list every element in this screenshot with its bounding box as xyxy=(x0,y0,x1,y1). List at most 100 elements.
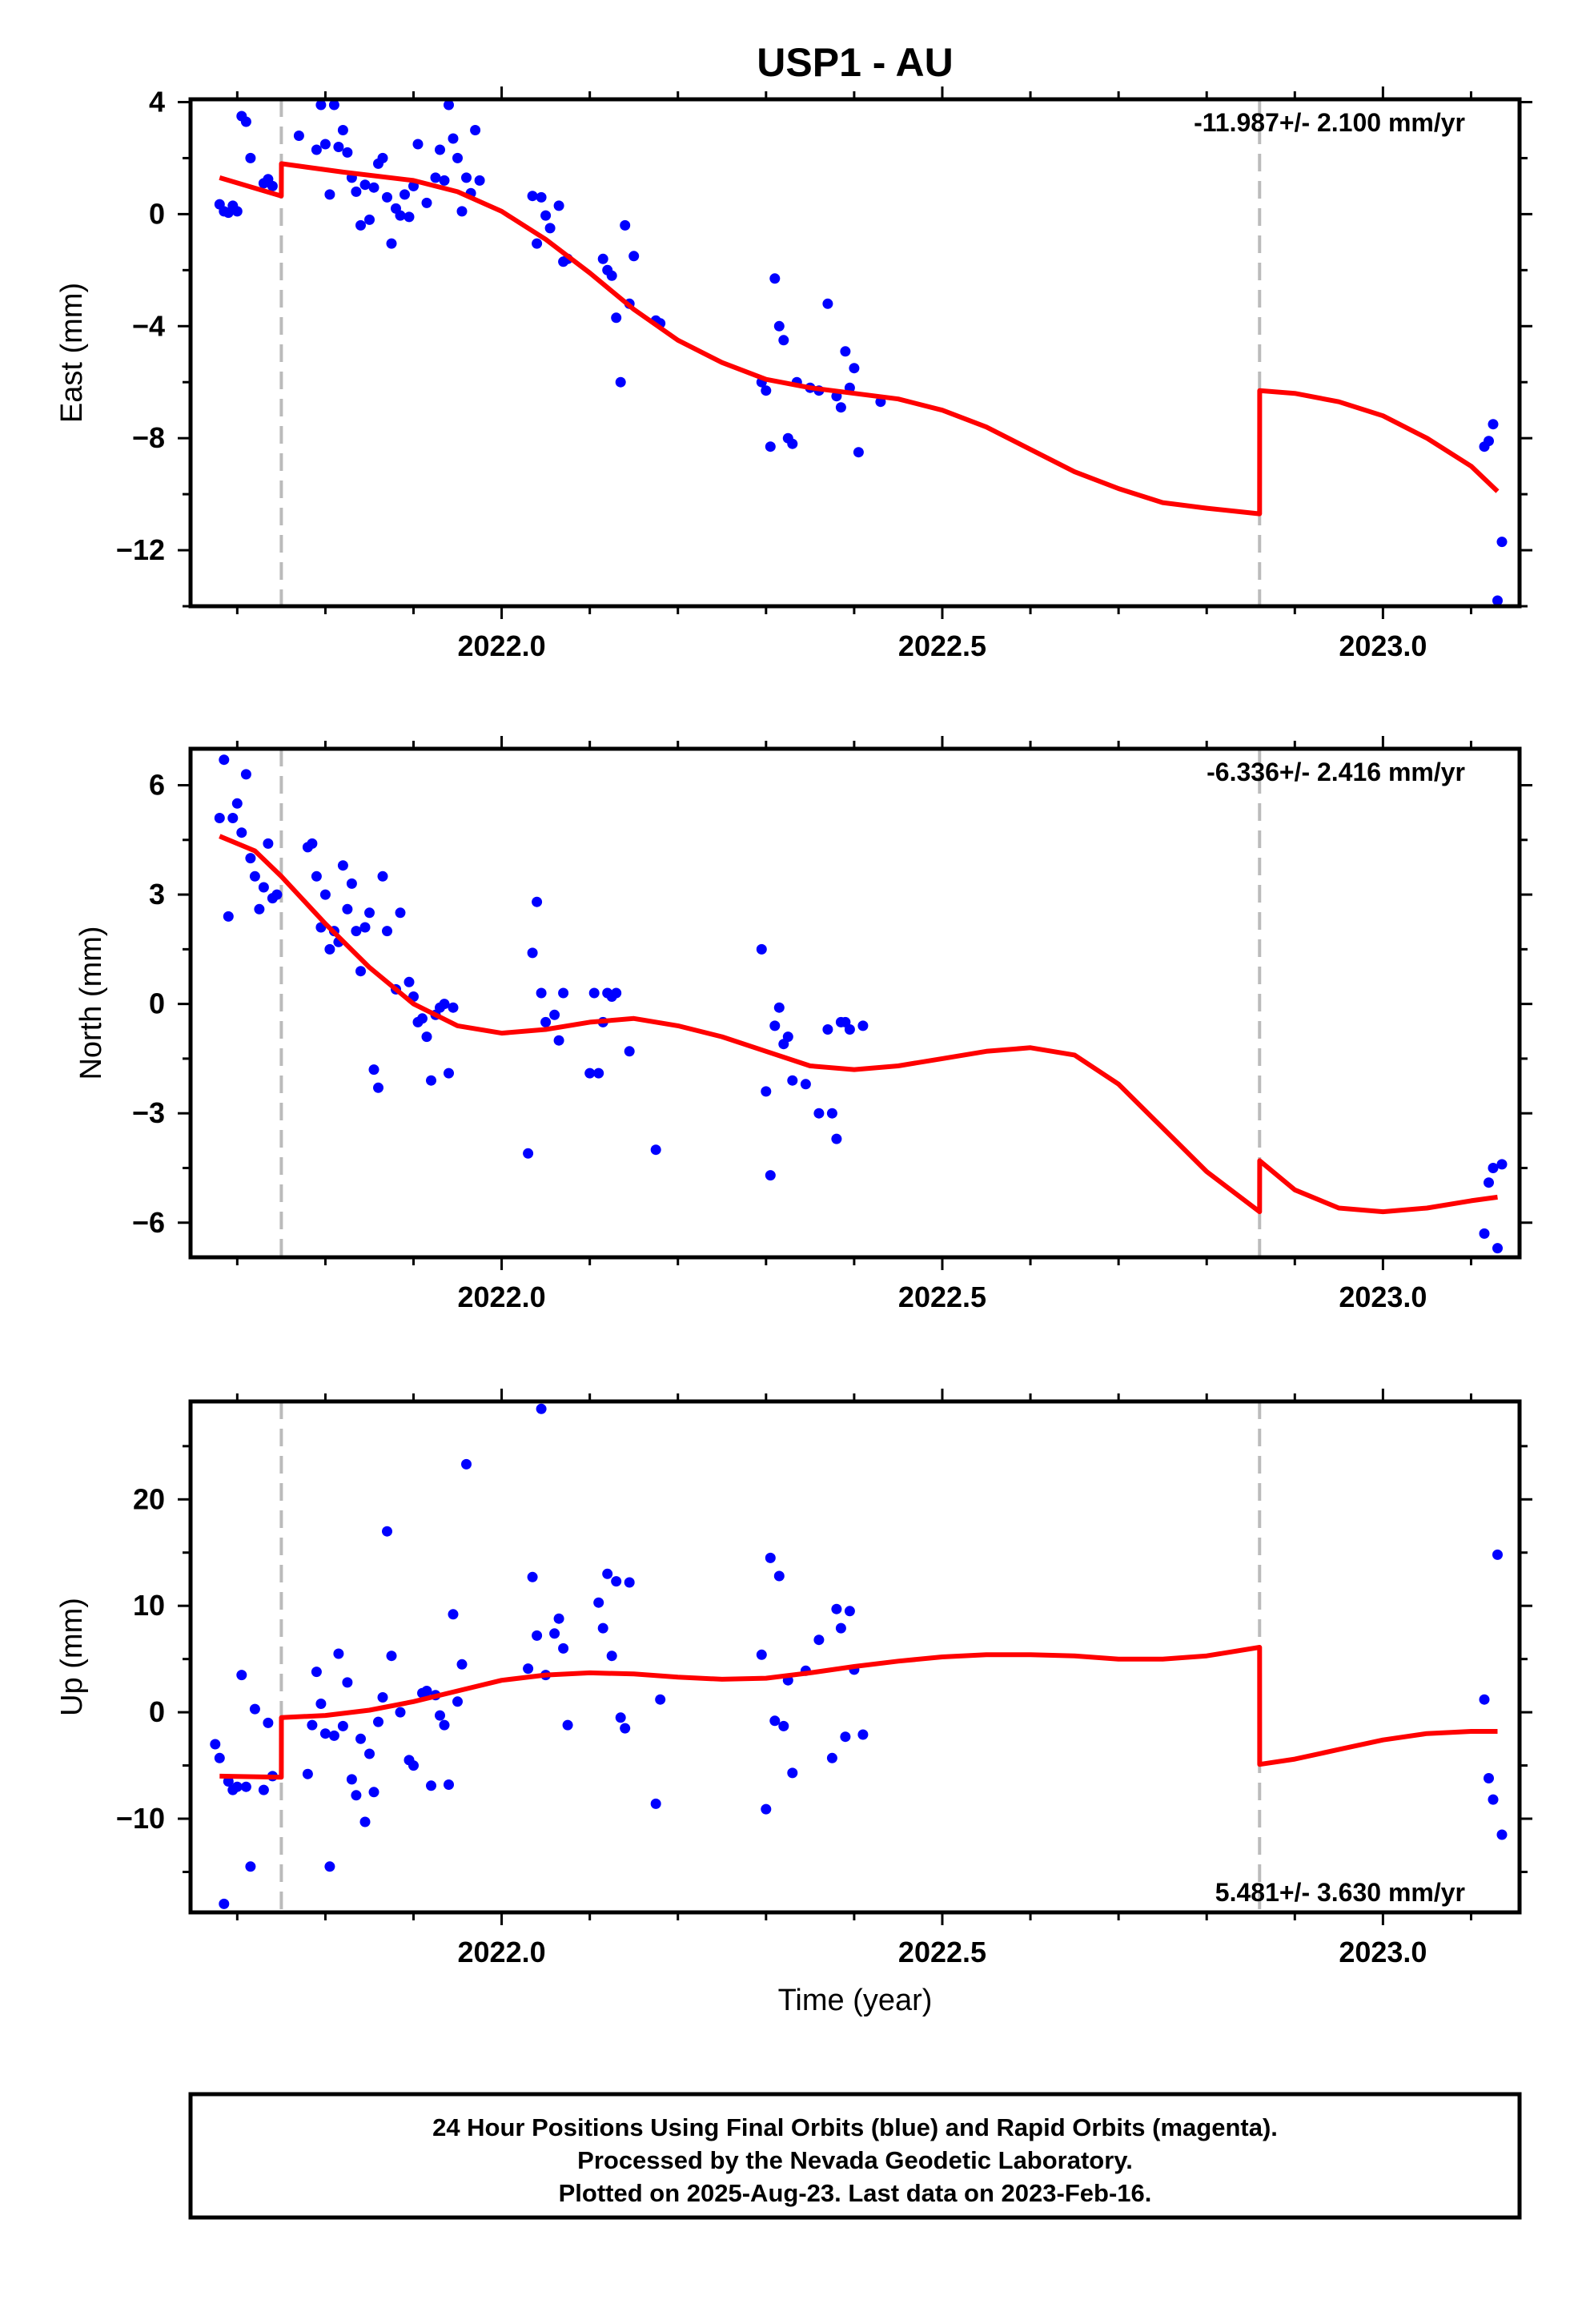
data-point xyxy=(426,1075,436,1086)
data-point xyxy=(319,139,331,150)
data-point xyxy=(355,1733,366,1744)
data-point xyxy=(597,1622,608,1634)
data-point xyxy=(421,197,432,208)
data-point xyxy=(452,1696,463,1707)
data-point xyxy=(382,1526,392,1537)
data-point xyxy=(373,1082,383,1093)
data-point xyxy=(787,1075,798,1086)
data-point xyxy=(853,447,864,458)
data-point xyxy=(840,1731,851,1743)
data-point xyxy=(444,1779,454,1790)
data-point xyxy=(346,1774,357,1785)
data-point xyxy=(1488,1163,1499,1173)
data-point xyxy=(355,966,366,977)
data-point xyxy=(611,987,622,999)
footer-line-3: Plotted on 2025-Aug-23. Last data on 202… xyxy=(559,2179,1152,2207)
data-point xyxy=(395,1707,406,1718)
data-point xyxy=(293,131,304,141)
data-point xyxy=(523,1148,534,1159)
data-point xyxy=(1492,595,1503,606)
chart-title: USP1 - AU xyxy=(757,40,953,85)
data-point xyxy=(333,142,344,152)
data-point xyxy=(523,1663,534,1675)
data-point xyxy=(324,943,335,955)
data-point xyxy=(756,943,767,955)
data-point xyxy=(1479,1694,1490,1705)
data-point xyxy=(544,223,556,234)
data-point xyxy=(271,889,283,900)
data-point xyxy=(351,1790,362,1801)
data-point xyxy=(311,1667,322,1678)
data-points xyxy=(214,99,1508,606)
data-point xyxy=(650,1798,661,1809)
data-point xyxy=(267,180,278,191)
data-point xyxy=(615,376,626,388)
y-tick-label: 0 xyxy=(149,987,165,1020)
data-point xyxy=(536,987,547,999)
data-point xyxy=(328,99,339,111)
data-point xyxy=(315,1699,327,1709)
data-point xyxy=(527,191,538,202)
data-point xyxy=(813,1108,825,1119)
panel-north: 2022.0 2022.5 2023.0 6 3 0 −3 −6 North (mm) -6.33… xyxy=(74,736,1532,1313)
data-point xyxy=(597,253,608,264)
y-tick-label: 20 xyxy=(133,1482,165,1515)
data-point xyxy=(439,175,450,186)
data-point xyxy=(404,976,415,987)
data-point xyxy=(782,1031,793,1043)
data-point xyxy=(435,144,445,155)
data-point xyxy=(549,1628,560,1639)
data-point xyxy=(620,219,631,231)
data-point xyxy=(231,1781,243,1792)
data-point xyxy=(421,1686,432,1696)
data-point xyxy=(773,1570,785,1582)
data-point xyxy=(611,312,622,324)
data-point xyxy=(426,1780,436,1791)
data-point xyxy=(527,947,538,959)
data-point xyxy=(602,1568,613,1579)
data-point xyxy=(404,211,415,223)
data-point xyxy=(231,798,243,809)
data-point xyxy=(377,152,388,163)
data-point xyxy=(342,1677,353,1688)
data-point xyxy=(761,385,772,396)
data-point xyxy=(655,1694,666,1705)
data-point xyxy=(452,152,463,163)
data-point xyxy=(377,1692,388,1703)
data-point xyxy=(840,346,851,357)
data-point xyxy=(562,1719,573,1731)
data-point xyxy=(606,270,617,281)
data-point xyxy=(214,813,225,823)
rate-label: -11.987+/- 2.100 mm/yr xyxy=(1194,108,1465,137)
y-tick-label: 4 xyxy=(149,85,165,118)
x-tick-label: 2023.0 xyxy=(1339,629,1427,662)
data-point xyxy=(461,172,472,183)
data-point xyxy=(1488,419,1499,430)
data-point xyxy=(558,987,569,999)
data-point xyxy=(258,882,269,893)
data-point xyxy=(787,438,798,449)
y-tick-label: 3 xyxy=(149,878,165,911)
data-point xyxy=(373,1716,383,1727)
data-point xyxy=(1484,1177,1494,1188)
data-point xyxy=(765,1552,776,1563)
data-point xyxy=(231,206,243,217)
data-point xyxy=(417,1013,428,1024)
x-tick-label: 2022.5 xyxy=(898,1936,986,1968)
data-point xyxy=(769,273,781,284)
data-point xyxy=(756,1649,767,1660)
footer-line-1: 24 Hour Positions Using Final Orbits (bl… xyxy=(432,2113,1278,2141)
data-point xyxy=(826,1108,837,1119)
x-tick-label: 2023.0 xyxy=(1339,1281,1427,1313)
x-tick-label: 2022.0 xyxy=(458,1281,546,1313)
data-point xyxy=(319,1728,331,1739)
data-point xyxy=(324,189,335,200)
data-point xyxy=(765,441,776,452)
data-point xyxy=(364,907,375,919)
data-point xyxy=(474,175,485,186)
data-point xyxy=(240,116,251,127)
data-point xyxy=(584,1068,596,1079)
y-axis-label: Up (mm) xyxy=(55,1598,89,1716)
y-tick-label: 0 xyxy=(149,1695,165,1728)
data-point xyxy=(328,1730,339,1741)
